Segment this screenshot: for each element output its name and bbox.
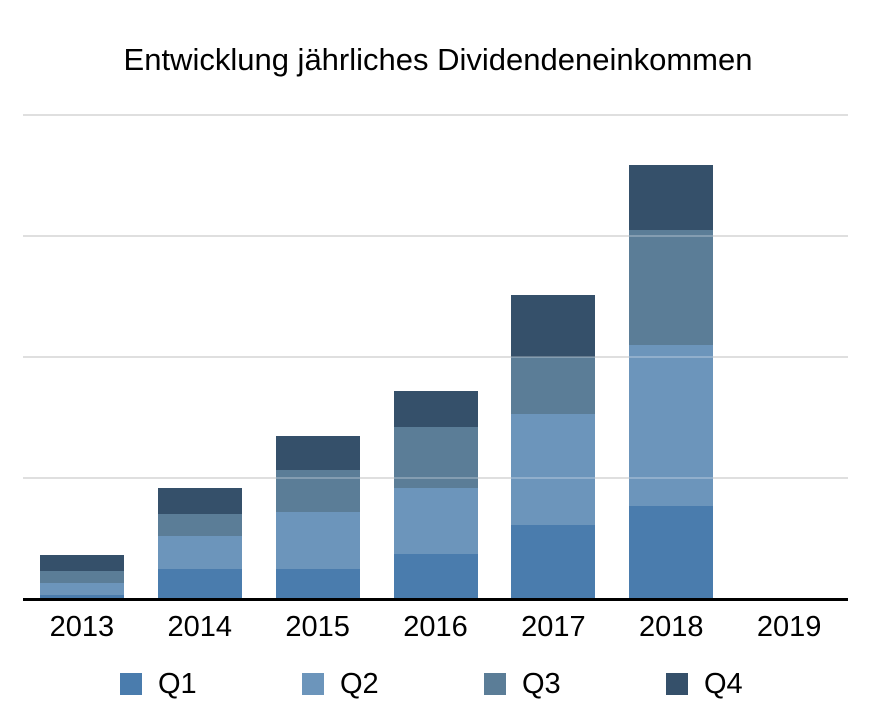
- chart-title: Entwicklung jährliches Dividendeneinkomm…: [123, 42, 753, 77]
- bar-2014[interactable]: [157, 487, 242, 599]
- x-axis-labels: 2013 2014 2015 2016 2017 2018 2019: [23, 608, 848, 646]
- x-axis-label-2015: 2015: [285, 611, 350, 643]
- x-axis-label-2019: 2019: [756, 611, 822, 643]
- legend-label-q4: Q4: [704, 668, 743, 700]
- legend-label-q3: Q3: [522, 668, 561, 700]
- x-axis-label-2018: 2018: [638, 611, 704, 643]
- x-axis-label-2016: 2016: [403, 611, 468, 643]
- bar-2017[interactable]: [511, 295, 596, 599]
- bar-2017-q3-segment[interactable]: [511, 357, 596, 414]
- gridline: [23, 356, 848, 358]
- gridline-overlay: [23, 114, 848, 116]
- bar-2015[interactable]: [275, 435, 360, 599]
- gridlines-overlay-layer: [23, 114, 848, 599]
- bar-2013-q3-segment[interactable]: [39, 571, 124, 584]
- bar-2015-q3-segment[interactable]: [275, 469, 360, 512]
- bar-2016[interactable]: [393, 390, 478, 599]
- bar-2013[interactable]: [39, 555, 124, 599]
- bar-2014-q1-segment[interactable]: [157, 568, 242, 599]
- bar-2018-q2-segment[interactable]: [629, 344, 714, 506]
- gridline: [23, 235, 848, 237]
- legend-item-q3[interactable]: Q3: [484, 668, 561, 700]
- legend-item-q1[interactable]: Q1: [120, 668, 197, 700]
- bar-2016-q3-segment[interactable]: [393, 427, 478, 488]
- gridline-overlay: [23, 356, 848, 358]
- bar-2017-q1-segment[interactable]: [511, 525, 596, 599]
- legend-item-q2[interactable]: Q2: [302, 668, 379, 700]
- legend-swatch-q2: [302, 673, 324, 695]
- bar-2015-q4-segment[interactable]: [275, 435, 360, 470]
- bar-2018-q3-segment[interactable]: [629, 229, 714, 345]
- bar-2018-q1-segment[interactable]: [629, 505, 714, 599]
- bar-2015-q2-segment[interactable]: [275, 511, 360, 569]
- bar-2013-q1-segment[interactable]: [39, 595, 124, 599]
- legend-item-q4[interactable]: Q4: [666, 668, 743, 700]
- bar-2013-q4-segment[interactable]: [39, 555, 124, 572]
- x-axis-label-2017: 2017: [521, 611, 586, 643]
- bar-2018[interactable]: [629, 164, 714, 599]
- bar-2016-q1-segment[interactable]: [393, 554, 478, 599]
- gridline: [23, 114, 848, 116]
- x-axis-line: [23, 598, 848, 601]
- bar-2017-q2-segment[interactable]: [511, 413, 596, 526]
- bar-2017-q4-segment[interactable]: [511, 295, 596, 358]
- bar-2018-q4-segment[interactable]: [629, 164, 714, 230]
- legend-label-q1: Q1: [158, 668, 197, 700]
- x-axis-label-2013: 2013: [49, 611, 115, 643]
- bar-2015-q1-segment[interactable]: [275, 568, 360, 599]
- legend-label-q2: Q2: [340, 668, 379, 700]
- bar-2016-q2-segment[interactable]: [393, 487, 478, 555]
- legend-swatch-q1: [120, 673, 142, 695]
- plot-area: [23, 114, 848, 599]
- gridline-overlay: [23, 477, 848, 479]
- bar-2016-q4-segment[interactable]: [393, 390, 478, 428]
- x-axis-label-2014: 2014: [167, 611, 233, 643]
- legend-swatch-q3: [484, 673, 506, 695]
- gridline-overlay: [23, 235, 848, 237]
- legend-swatch-q4: [666, 673, 688, 695]
- bar-2013-q2-segment[interactable]: [39, 583, 124, 596]
- bars-layer: [23, 115, 848, 599]
- bar-2014-q3-segment[interactable]: [157, 514, 242, 537]
- bar-2014-q2-segment[interactable]: [157, 536, 242, 569]
- bar-2014-q4-segment[interactable]: [157, 487, 242, 515]
